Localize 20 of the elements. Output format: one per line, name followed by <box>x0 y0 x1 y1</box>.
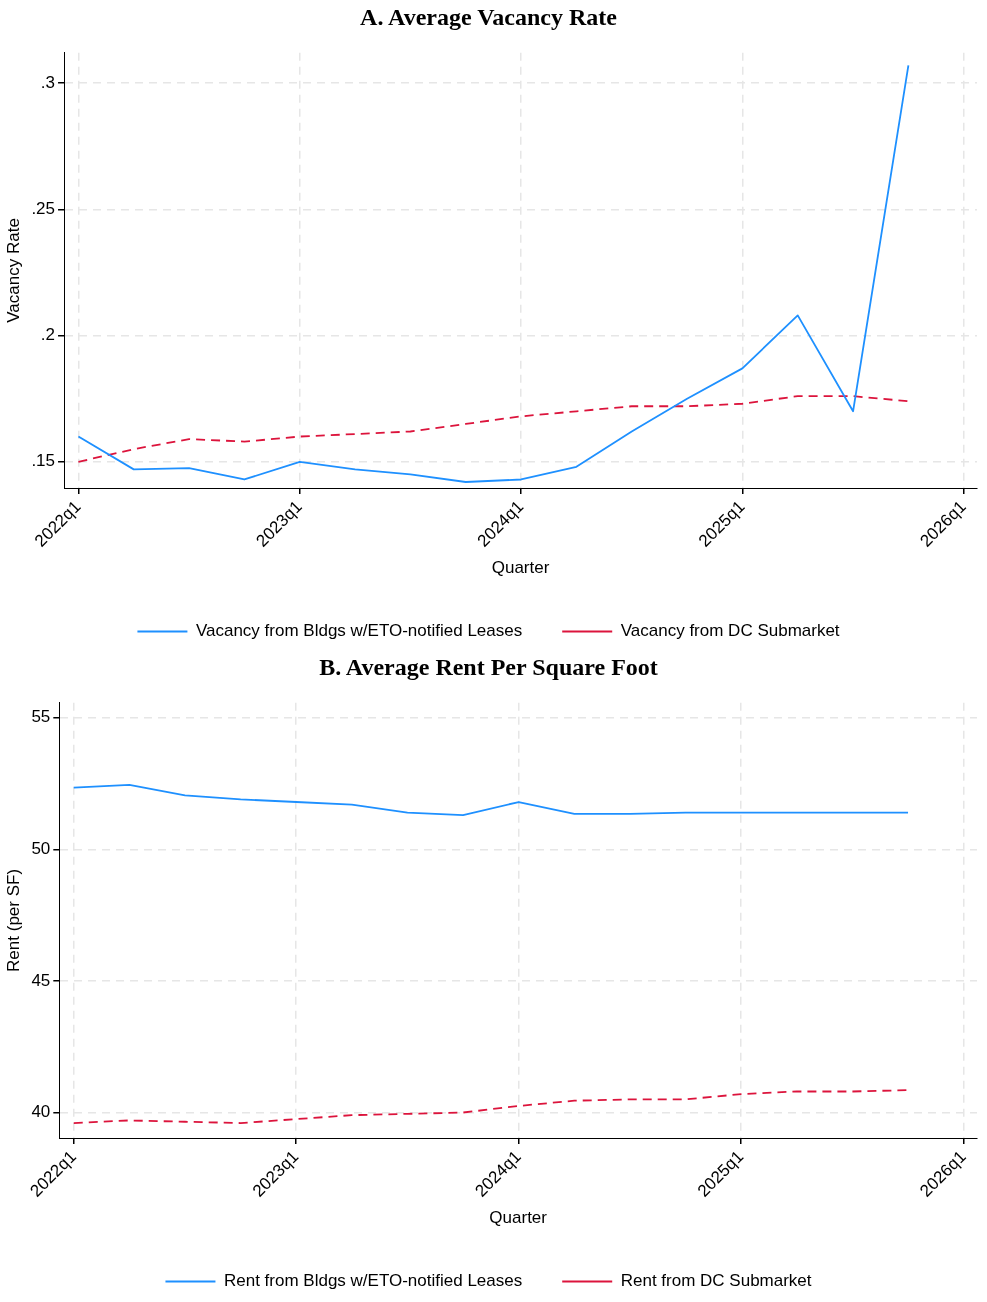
x-axis-title: Quarter <box>491 558 550 578</box>
y-tick-label: .15 <box>31 451 56 471</box>
line-series <box>72 1089 909 1124</box>
legend-label: Vacancy from DC Submarket <box>620 621 840 641</box>
legend-label: Rent from Bldgs w/ETO-notified Leases <box>223 1271 523 1291</box>
y-tick-label: 50 <box>31 839 51 859</box>
line-series <box>77 395 910 463</box>
legend-label: Rent from DC Submarket <box>620 1271 812 1291</box>
y-tick-label: .2 <box>40 325 56 345</box>
y-axis-title: Vacancy Rate <box>3 218 23 323</box>
chart-title: B. Average Rent Per Square Foot <box>319 653 658 680</box>
chart-title: A. Average Vacancy Rate <box>360 3 618 30</box>
y-axis-title: Rent (per SF) <box>3 868 23 972</box>
y-tick-label: 55 <box>31 707 51 727</box>
y-tick-label: .25 <box>31 199 56 219</box>
y-tick-label: .3 <box>40 72 56 92</box>
x-axis-title: Quarter <box>489 1208 548 1228</box>
y-tick-label: 45 <box>31 970 51 990</box>
y-tick-label: 40 <box>31 1102 51 1122</box>
legend-label: Vacancy from Bldgs w/ETO-notified Leases <box>195 621 523 641</box>
